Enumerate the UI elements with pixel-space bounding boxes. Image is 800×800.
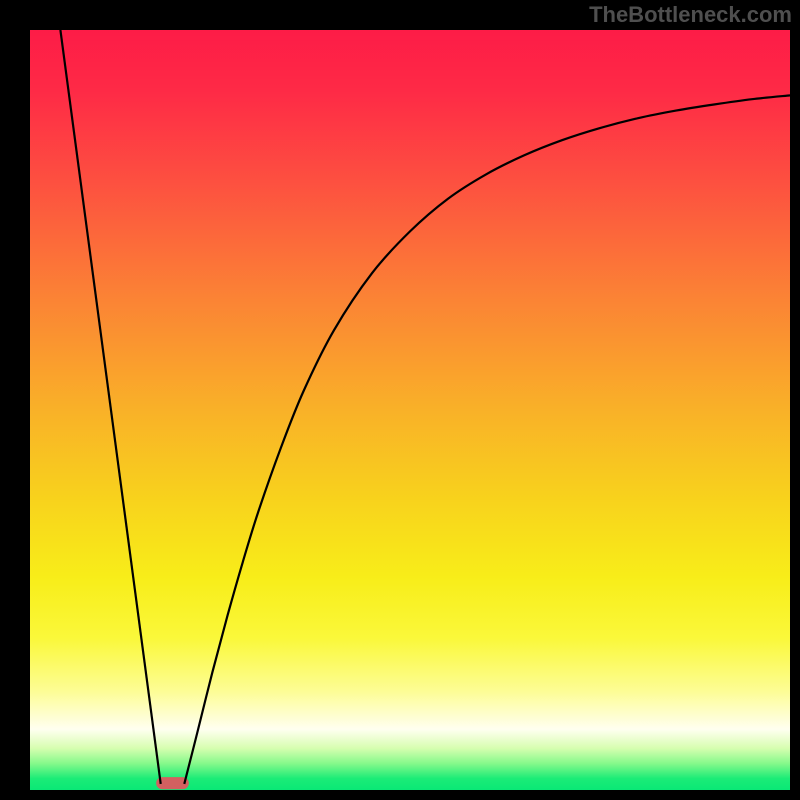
bottleneck-chart xyxy=(0,0,800,800)
chart-container: TheBottleneck.com xyxy=(0,0,800,800)
watermark-text: TheBottleneck.com xyxy=(589,2,792,28)
plot-background xyxy=(30,30,790,790)
